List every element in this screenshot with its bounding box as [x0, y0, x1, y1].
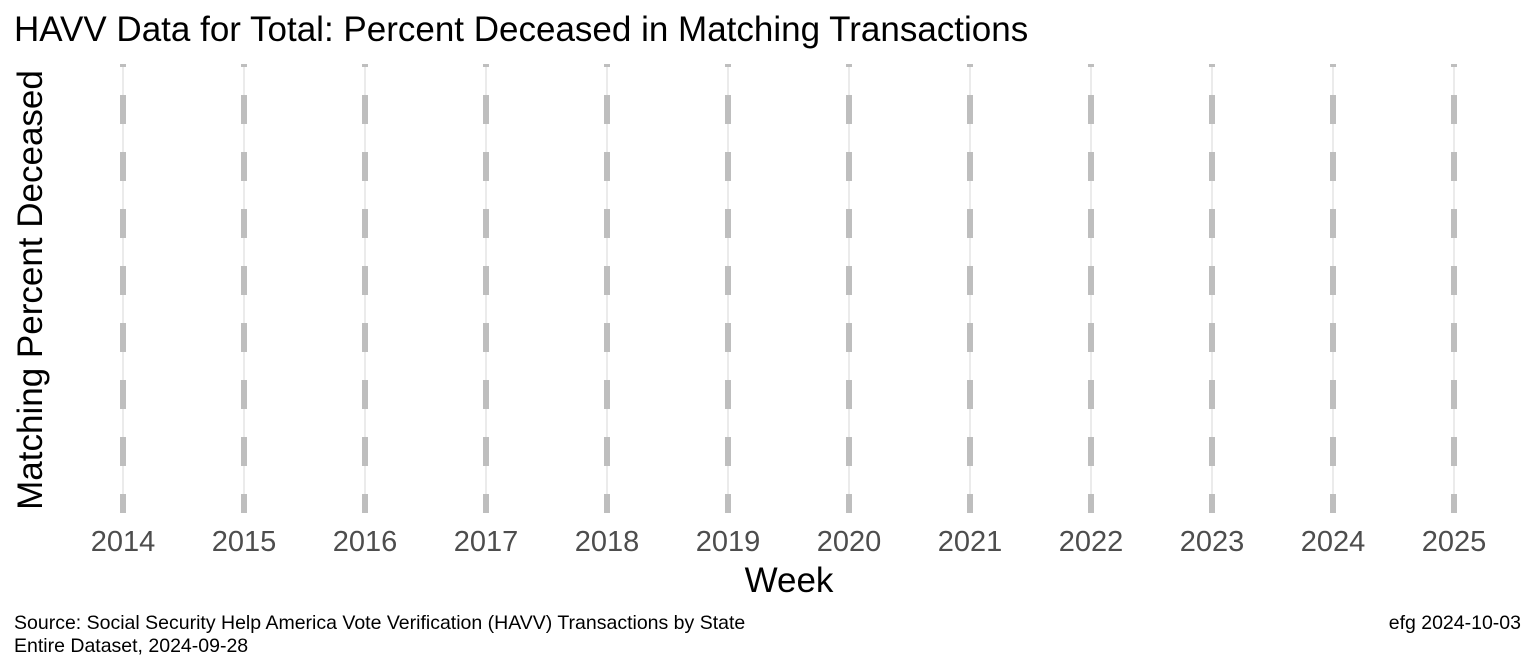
chart-title: HAVV Data for Total: Percent Deceased in…	[14, 10, 1029, 49]
x-tick-label-2020: 2020	[817, 526, 882, 558]
x-axis-label: Week	[744, 561, 834, 600]
x-tick-label-2017: 2017	[454, 526, 519, 558]
source-line-2: Entire Dataset, 2024-09-28	[14, 635, 249, 657]
x-tick-label-2019: 2019	[696, 526, 761, 558]
x-tick-label-2014: 2014	[91, 526, 156, 558]
source-line-1: Source: Social Security Help America Vot…	[14, 612, 746, 634]
x-tick-label-2025: 2025	[1422, 526, 1487, 558]
reference-lines	[120, 64, 1457, 513]
x-tick-labels: 2014 2015 2016 2017 2018 2019 2020 2021 2022 2023…	[91, 526, 1487, 558]
x-tick-label-2016: 2016	[333, 526, 398, 558]
x-tick-label-2018: 2018	[575, 526, 640, 558]
x-tick-label-2021: 2021	[938, 526, 1003, 558]
x-tick-label-2015: 2015	[212, 526, 277, 558]
x-tick-label-2023: 2023	[1180, 526, 1245, 558]
credit-caption: efg 2024-10-03	[1388, 612, 1521, 634]
x-tick-label-2024: 2024	[1301, 526, 1366, 558]
x-tick-label-2022: 2022	[1059, 526, 1124, 558]
source-caption: Source: Social Security Help America Vot…	[14, 612, 745, 658]
grid-lines	[122, 64, 1455, 513]
